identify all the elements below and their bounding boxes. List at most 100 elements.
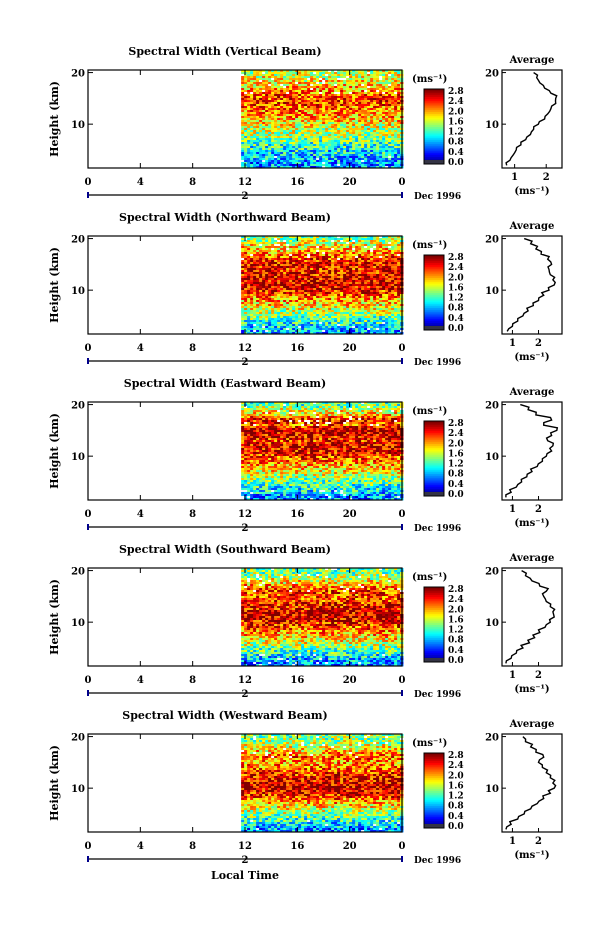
heatmap-cell [367,76,371,79]
heatmap-cell [244,76,248,79]
heatmap-cell [379,72,383,75]
heatmap-cell [286,112,290,115]
heatmap-cell [334,96,338,99]
heatmap-cell [343,100,347,103]
heatmap-cell [325,92,329,95]
heatmap-cell [298,70,302,73]
heatmap-cell [388,78,392,81]
heatmap-cell [283,96,287,99]
heatmap-cell [340,88,344,91]
heatmap-cell [271,106,275,109]
heatmap-cell [268,80,272,83]
heatmap-cell [283,82,287,85]
heatmap-cell [346,80,350,83]
heatmap-cell [352,102,356,105]
heatmap-cell [397,86,401,89]
heatmap-cell [340,110,344,113]
heatmap-cell [253,84,257,87]
heatmap-cell [385,96,389,99]
heatmap-cell [292,102,296,105]
heatmap-cell [343,78,347,81]
heatmap-cell [316,110,320,113]
heatmap-cell [286,106,290,109]
heatmap-cell [319,88,323,91]
heatmap-cell [274,104,278,107]
heatmap-cell [379,96,383,99]
heatmap-cell [241,96,245,99]
heatmap-cell [358,78,362,81]
heatmap-cell [325,86,329,89]
heatmap-cell [286,104,290,107]
avg-x-unit-label: (ms⁻¹) [514,186,549,197]
heatmap-cell [241,114,245,117]
heatmap-cell [337,82,341,85]
heatmap-cell [241,112,245,115]
heatmap-cell [328,100,332,103]
heatmap-cell [262,94,266,97]
heatmap-cell [265,106,269,109]
heatmap-cell [283,80,287,83]
heatmap-cell [379,78,383,81]
heatmap-cell [358,106,362,109]
heatmap-cell [274,70,278,73]
heatmap-cell [304,98,308,101]
heatmap-cell [307,112,311,115]
heatmap-cell [295,96,299,99]
heatmap-cell [289,112,293,115]
heatmap-cell [346,104,350,107]
colorbar-unit-label: (ms⁻¹) [412,74,447,85]
heatmap-cell [346,70,350,73]
heatmap-cell [382,108,386,111]
heatmap-cell [397,80,401,83]
heatmap-cell [250,78,254,81]
heatmap-cell [334,98,338,101]
heatmap-cell [328,70,332,73]
heatmap-cell [388,98,392,101]
heatmap-cell [286,114,290,117]
heatmap-cell [253,82,257,85]
heatmap-cell [316,104,320,107]
heatmap-cell [376,78,380,81]
heatmap-cell [358,92,362,95]
heatmap-cell [367,74,371,77]
heatmap-cell [292,74,296,77]
heatmap-cell [370,98,374,101]
heatmap-cell [262,84,266,87]
heatmap-cell [244,86,248,89]
avg-y-tick-label: 20 [485,69,499,80]
heatmap-cell [244,88,248,91]
heatmap-cell [271,112,275,115]
heatmap-cell [325,70,329,73]
heatmap-cell [334,84,338,87]
heatmap-cell [301,98,305,101]
heatmap-cell [352,110,356,113]
heatmap-cell [334,76,338,79]
heatmap-cell [316,90,320,93]
heatmap-cell [271,88,275,91]
heatmap-cell [319,82,323,85]
heatmap-cell [325,76,329,79]
heatmap-cell [388,74,392,77]
heatmap-cell [340,86,344,89]
heatmap-cell [379,102,383,105]
heatmap-cell [325,114,329,117]
heatmap-cell [343,94,347,97]
heatmap-cell [316,92,320,95]
heatmap-cell [274,82,278,85]
heatmap-cell [286,94,290,97]
heatmap-cell [262,102,266,105]
heatmap-cell [334,114,338,117]
x-tick-label: 4 [137,177,144,188]
heatmap-cell [343,90,347,93]
heatmap-cell [295,70,299,73]
heatmap-cell [355,72,359,75]
heatmap-cell [268,104,272,107]
heatmap-cell [394,76,398,79]
heatmap-cell [280,100,284,103]
heatmap-cell [241,88,245,91]
date-label: Dec 1996 [414,192,461,202]
heatmap-cell [307,76,311,79]
heatmap-cell [283,72,287,75]
heatmap-cell [343,102,347,105]
heatmap-cell [244,100,248,103]
